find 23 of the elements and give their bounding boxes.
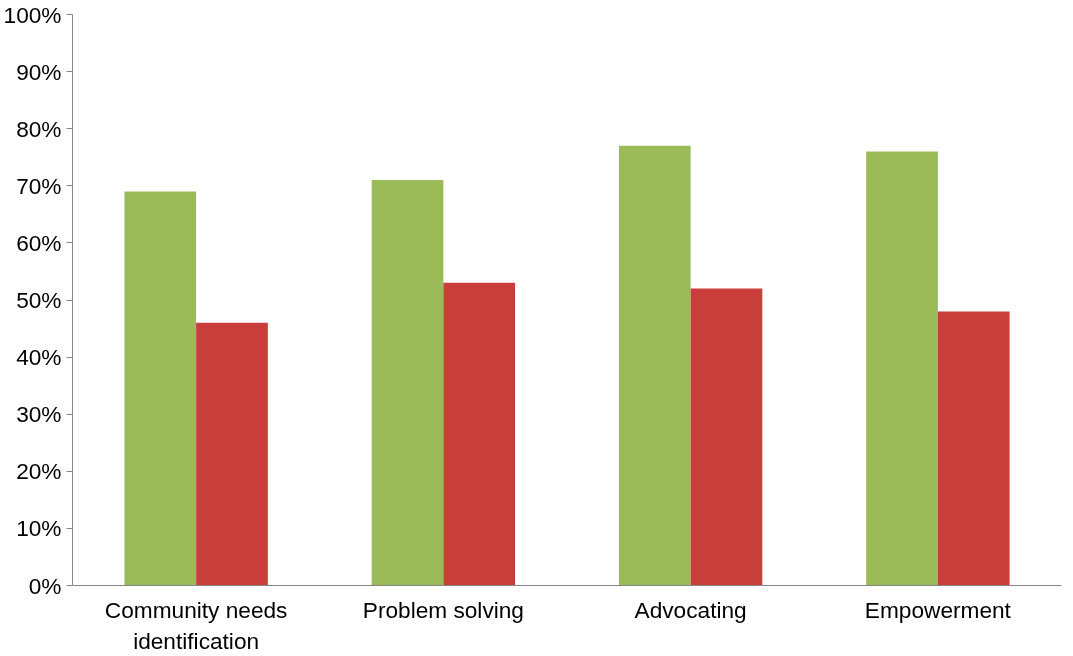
y-tick-label: 60%: [16, 229, 62, 256]
y-tick-label: 10%: [16, 515, 62, 542]
y-tick-label: 70%: [16, 172, 62, 199]
y-tick-label: 0%: [28, 572, 62, 599]
bar: [443, 282, 516, 586]
y-tick-label: 80%: [16, 115, 62, 142]
bar: [937, 311, 1010, 586]
y-tick-label: 40%: [16, 344, 62, 371]
x-tick-label: Community needs identification: [104, 596, 288, 654]
y-tick-label: 30%: [16, 401, 62, 428]
y-tick-label: 90%: [16, 58, 62, 85]
bar: [124, 191, 197, 586]
bar: [371, 180, 444, 586]
y-tick-label: 100%: [3, 1, 62, 28]
bar: [618, 145, 691, 586]
bar: [866, 151, 938, 586]
bar: [690, 288, 763, 586]
x-tick-label: Empowerment: [864, 596, 1012, 623]
x-tick-label: Advocating: [634, 596, 747, 623]
y-tick-label: 50%: [16, 287, 62, 313]
bar: [196, 322, 268, 586]
x-tick-label: Problem solving: [362, 596, 524, 623]
y-tick-label: 20%: [16, 458, 62, 485]
